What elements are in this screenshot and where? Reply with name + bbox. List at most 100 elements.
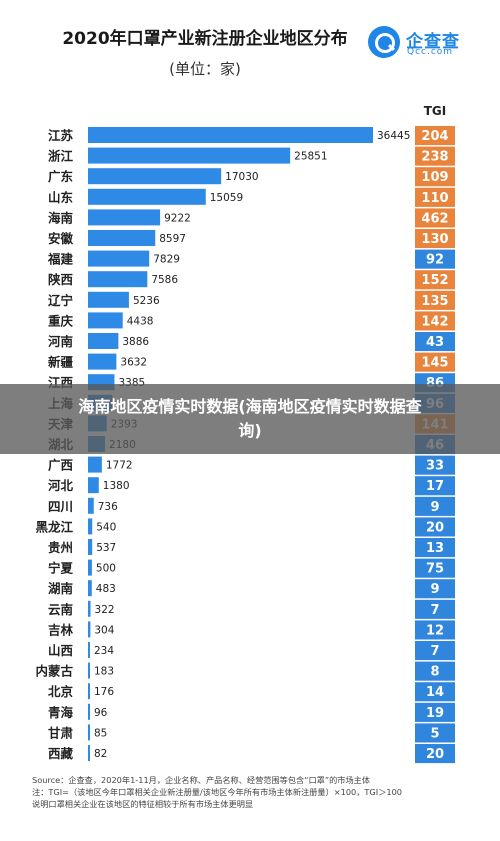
tgi-cell <box>415 187 455 207</box>
bar <box>88 291 129 308</box>
value-label: 537 <box>96 542 116 554</box>
tgi-value: 238 <box>421 150 448 165</box>
value-label: 234 <box>94 645 114 657</box>
logo-subtext: Qcc.com <box>407 47 454 57</box>
tgi-value: 109 <box>421 170 448 185</box>
value-label: 82 <box>94 748 107 760</box>
bar <box>88 147 291 164</box>
bar <box>88 271 148 288</box>
tgi-cell <box>415 744 455 764</box>
bar <box>88 539 93 555</box>
category-label: 河南 <box>48 334 74 349</box>
bar <box>88 230 156 246</box>
tgi-value: 110 <box>421 191 448 206</box>
category-label: 新疆 <box>48 355 74 370</box>
value-label: 176 <box>94 686 114 698</box>
tgi-value: 130 <box>421 232 448 247</box>
tgi-cell <box>415 702 455 722</box>
tgi-value: 462 <box>421 211 448 226</box>
value-label: 7586 <box>151 274 178 286</box>
tgi-cell <box>415 476 455 496</box>
banner-text: 海南地区疫情实时数据(海南地区疫情实时数据查询) <box>78 397 422 440</box>
bar <box>88 250 150 267</box>
tgi-cell <box>415 455 455 475</box>
article-title-banner: 海南地区疫情实时数据(海南地区疫情实时数据查询) <box>0 384 500 454</box>
bar <box>88 168 222 185</box>
tgi-value: 142 <box>421 314 448 329</box>
value-label: 85 <box>94 727 107 739</box>
value-label: 5236 <box>133 295 160 307</box>
tgi-cell <box>415 620 455 640</box>
category-label: 陕西 <box>48 272 73 287</box>
tgi-cell <box>415 167 455 187</box>
bar <box>88 559 92 576</box>
tgi-cell <box>415 517 455 537</box>
value-label: 8597 <box>159 233 186 245</box>
tgi-value: 33 <box>426 459 444 474</box>
value-label: 1380 <box>103 480 130 492</box>
tgi-value: 7 <box>430 603 439 618</box>
tgi-cell <box>415 661 455 681</box>
tgi-column-header: TGI <box>423 104 447 118</box>
chart-title: 2020年口罩产业新注册企业地区分布 <box>62 29 348 49</box>
bar <box>88 580 92 597</box>
tgi-value: 92 <box>426 253 444 268</box>
category-label: 江苏 <box>48 128 74 143</box>
category-label: 北京 <box>48 684 74 699</box>
bar <box>88 745 90 761</box>
tgi-value: 75 <box>426 562 444 577</box>
footnote-line-3: 说明口罩相关企业在该地区的特征相较于所有市场主体更明显 <box>32 799 254 809</box>
tgi-value: 5 <box>430 726 439 741</box>
tgi-cell <box>415 723 455 743</box>
tgi-cell <box>415 249 455 269</box>
value-label: 9222 <box>164 212 191 224</box>
bar <box>88 209 161 226</box>
tgi-value: 204 <box>421 129 448 144</box>
value-label: 322 <box>95 604 115 616</box>
bar <box>88 518 93 535</box>
value-label: 7829 <box>153 254 180 266</box>
tgi-cell <box>415 538 455 558</box>
tgi-cell <box>415 352 455 372</box>
category-label: 西藏 <box>48 746 74 761</box>
tgi-value: 20 <box>426 520 444 535</box>
tgi-value: 9 <box>430 582 439 597</box>
category-label: 广西 <box>48 458 73 473</box>
category-label: 贵州 <box>48 540 73 555</box>
tgi-cell <box>415 311 455 331</box>
bar <box>88 683 90 700</box>
category-label: 安徽 <box>48 231 74 246</box>
tgi-cell <box>415 229 455 249</box>
tgi-value: 152 <box>421 273 448 288</box>
category-label: 浙江 <box>48 149 74 164</box>
category-label: 山西 <box>48 643 73 658</box>
tgi-cell <box>415 146 455 166</box>
value-label: 500 <box>96 563 116 575</box>
bar <box>88 333 119 349</box>
category-label: 内蒙古 <box>35 664 73 679</box>
tgi-value: 9 <box>430 500 439 515</box>
bar <box>88 127 373 143</box>
bar <box>88 353 117 370</box>
category-label: 辽宁 <box>48 293 73 308</box>
tgi-cell <box>415 599 455 619</box>
category-label: 河北 <box>48 478 74 493</box>
value-label: 36445 <box>377 130 410 142</box>
bar <box>88 642 90 658</box>
category-label: 广东 <box>48 169 74 184</box>
magnifier-icon <box>368 26 400 58</box>
category-label: 海南 <box>48 210 74 225</box>
tgi-value: 19 <box>426 706 444 721</box>
value-label: 1772 <box>106 460 133 472</box>
tgi-cell <box>415 290 455 310</box>
tgi-cell <box>415 126 455 146</box>
tgi-value: 8 <box>430 665 439 680</box>
value-label: 25851 <box>294 151 327 163</box>
tgi-value: 12 <box>426 623 444 638</box>
value-label: 3886 <box>122 336 149 348</box>
bar <box>88 477 99 494</box>
value-label: 483 <box>96 583 116 595</box>
value-label: 304 <box>94 624 114 636</box>
bar <box>88 188 206 205</box>
category-label: 云南 <box>48 602 74 617</box>
